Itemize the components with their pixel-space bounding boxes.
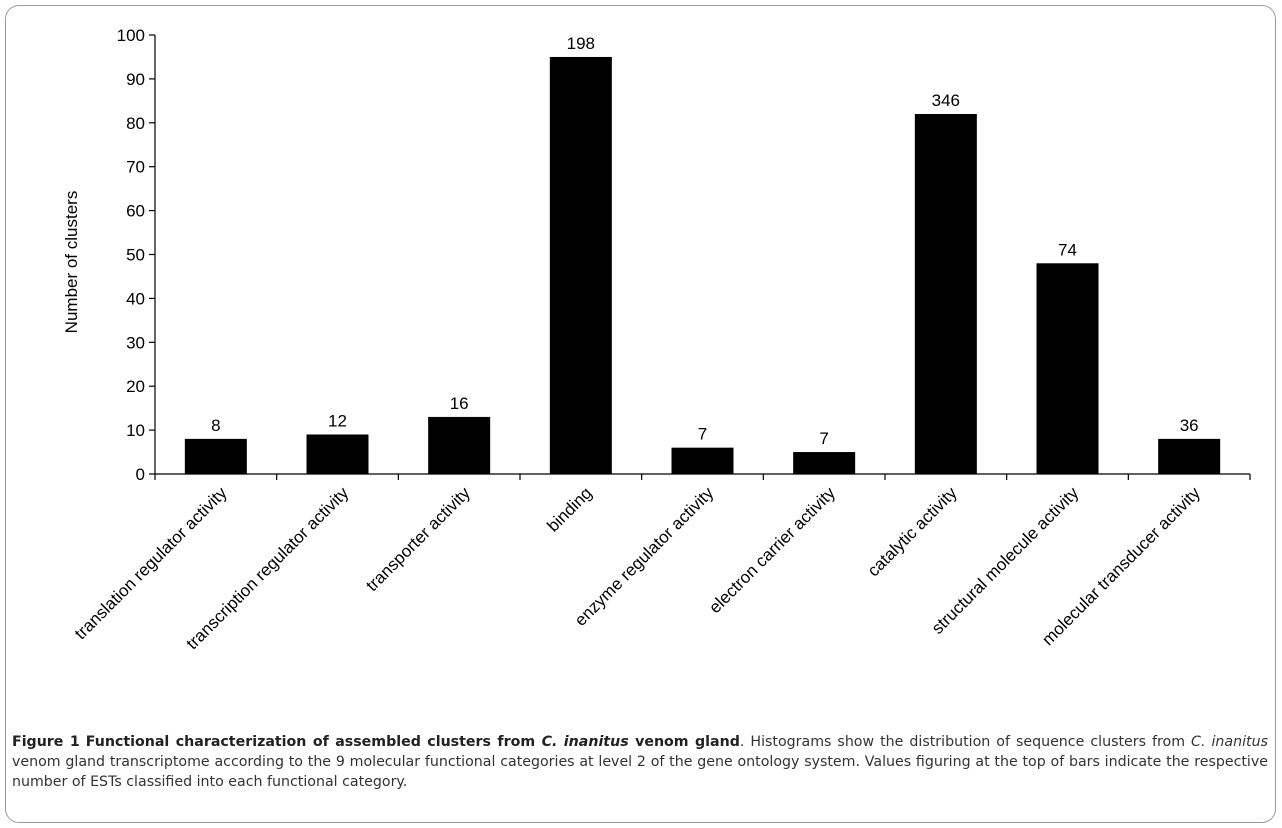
x-category-label: catalytic activity [864, 483, 961, 580]
figure-caption: Figure 1 Functional characterization of … [12, 732, 1268, 792]
bar [184, 438, 247, 474]
figure-label: Figure 1 [12, 734, 80, 750]
y-axis: 0 10 20 30 40 50 60 70 80 90 100 [117, 26, 156, 484]
bar-value-label: 8 [211, 416, 220, 435]
bar-value-label: 16 [450, 394, 469, 413]
y-tick-label: 10 [126, 421, 145, 440]
bars: 8 12 16 198 7 7 346 74 36 [184, 34, 1221, 475]
y-tick-label: 30 [126, 333, 145, 352]
y-tick-label: 70 [126, 158, 145, 177]
bar-value-label: 346 [932, 91, 960, 110]
bar-value-label: 198 [567, 34, 595, 53]
bar-value-label: 12 [328, 411, 347, 430]
bar [793, 452, 856, 474]
y-tick-label: 60 [126, 202, 145, 221]
x-category-label: transporter activity [362, 483, 474, 595]
y-tick-label: 100 [117, 26, 145, 45]
y-tick-label: 20 [126, 377, 145, 396]
x-category-label: binding [543, 483, 595, 535]
y-tick-label: 40 [126, 289, 145, 308]
caption-body: Histograms show the distribution of sequ… [12, 734, 1268, 790]
bar [428, 416, 491, 474]
bar-value-label: 7 [698, 425, 707, 444]
figure-title: Functional characterization of assembled… [85, 734, 740, 750]
bar-value-label: 7 [819, 429, 828, 448]
bar-value-label: 36 [1180, 416, 1199, 435]
y-tick-label: 80 [126, 114, 145, 133]
bar-value-label: 74 [1058, 240, 1077, 259]
x-axis: translation regulator activitytranscript… [71, 473, 1251, 653]
bar-chart: 0 10 20 30 40 50 60 70 80 90 100 translation regul… [62, 26, 1251, 653]
bar [1036, 263, 1099, 474]
bar [549, 56, 612, 474]
bar [671, 447, 734, 474]
title-period: . [739, 734, 745, 750]
y-tick-label: 50 [126, 246, 145, 265]
x-category-label: electron carrier activity [705, 483, 839, 617]
bar [1158, 438, 1221, 474]
y-tick-label: 90 [126, 70, 145, 89]
bar [914, 114, 977, 475]
y-axis-title: Number of clusters [62, 191, 81, 334]
y-tick-label: 0 [136, 465, 145, 484]
x-category-label: enzyme regulator activity [571, 483, 718, 630]
bar [306, 434, 369, 474]
